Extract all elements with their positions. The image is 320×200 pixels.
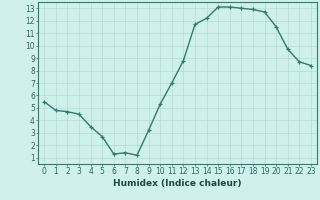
X-axis label: Humidex (Indice chaleur): Humidex (Indice chaleur) bbox=[113, 179, 242, 188]
